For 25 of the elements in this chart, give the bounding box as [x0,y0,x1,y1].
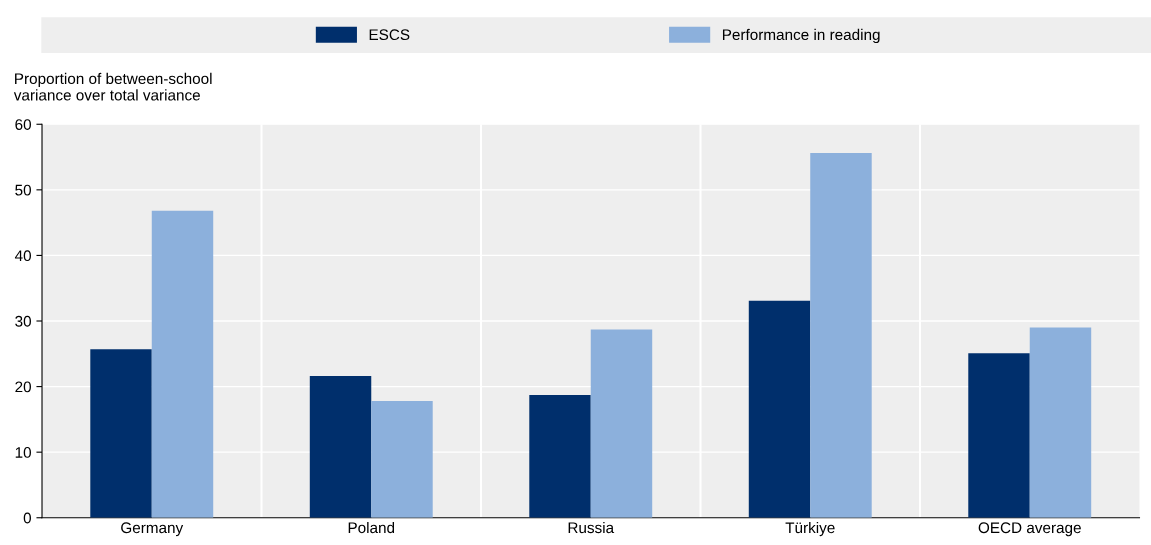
x-tick-label: Russia [568,521,615,534]
y-tick-label: 10 [15,447,31,458]
bar [90,349,152,518]
legend-label: Performance in reading [722,28,880,44]
y-tick-label: 30 [15,315,31,327]
legend-label: ESCS [369,29,410,41]
x-tick-label: Germany [121,522,184,537]
y-tick-label: 0 [23,512,31,524]
bar [371,401,433,518]
bar [529,395,591,518]
x-tick-label: Poland [348,521,395,534]
y-tick-label: 40 [14,250,31,262]
bar [968,353,1030,518]
bar [1029,327,1092,518]
bar [748,300,811,518]
bar [309,376,372,518]
y-tick-label: 20 [15,381,31,393]
x-tick-label: OECD average [978,522,1081,537]
y-tick-label: 60 [15,119,31,130]
bar [590,329,653,518]
y-tick-label: 50 [15,184,31,196]
x-tick-label: Türkiye [785,521,835,537]
bar [151,210,214,518]
bar [810,153,872,518]
y-axis-title: Proportion of between-school variance over total variance [13,72,212,101]
